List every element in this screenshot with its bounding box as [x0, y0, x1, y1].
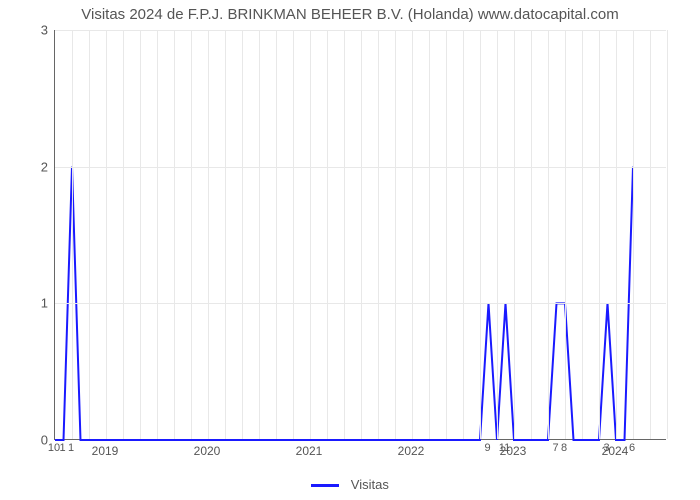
grid-vertical	[582, 30, 583, 439]
grid-vertical	[310, 30, 311, 439]
y-tick-label: 3	[14, 23, 48, 38]
grid-vertical	[191, 30, 192, 439]
y-tick-label: 2	[14, 159, 48, 174]
data-point-label: 11	[499, 442, 510, 454]
grid-vertical	[259, 30, 260, 439]
grid-vertical	[633, 30, 634, 439]
grid-vertical	[548, 30, 549, 439]
x-tick-label: 2019	[92, 444, 119, 458]
data-point-label: 7	[552, 442, 558, 454]
data-point-label: 1	[68, 442, 74, 454]
legend: Visitas	[0, 477, 700, 492]
x-tick-label: 2022	[398, 444, 425, 458]
grid-vertical	[174, 30, 175, 439]
grid-vertical	[276, 30, 277, 439]
data-point-label: 6	[629, 442, 635, 454]
grid-horizontal	[55, 167, 666, 168]
grid-vertical	[327, 30, 328, 439]
grid-vertical	[565, 30, 566, 439]
grid-vertical	[514, 30, 515, 439]
grid-vertical	[157, 30, 158, 439]
grid-vertical	[667, 30, 668, 439]
plot-area	[54, 30, 666, 440]
grid-vertical	[106, 30, 107, 439]
grid-vertical	[531, 30, 532, 439]
grid-vertical	[446, 30, 447, 439]
grid-vertical	[429, 30, 430, 439]
data-point-label: 1	[59, 442, 65, 454]
grid-vertical	[208, 30, 209, 439]
grid-vertical	[480, 30, 481, 439]
grid-vertical	[140, 30, 141, 439]
grid-vertical	[497, 30, 498, 439]
grid-vertical	[361, 30, 362, 439]
grid-vertical	[650, 30, 651, 439]
data-point-label: 10	[48, 442, 60, 454]
grid-vertical	[123, 30, 124, 439]
data-point-label: 3	[603, 442, 609, 454]
grid-vertical	[463, 30, 464, 439]
grid-vertical	[616, 30, 617, 439]
grid-vertical	[344, 30, 345, 439]
chart-title: Visitas 2024 de F.P.J. BRINKMAN BEHEER B…	[0, 6, 700, 23]
data-point-label: 9	[484, 442, 490, 454]
grid-vertical	[89, 30, 90, 439]
grid-vertical	[395, 30, 396, 439]
y-tick-label: 1	[14, 296, 48, 311]
grid-vertical	[412, 30, 413, 439]
grid-horizontal	[55, 30, 666, 31]
legend-swatch	[311, 484, 339, 487]
legend-label: Visitas	[351, 477, 389, 492]
grid-vertical	[293, 30, 294, 439]
grid-vertical	[599, 30, 600, 439]
x-tick-label: 2021	[296, 444, 323, 458]
grid-vertical	[378, 30, 379, 439]
grid-vertical	[225, 30, 226, 439]
grid-vertical	[242, 30, 243, 439]
y-tick-label: 0	[14, 433, 48, 448]
x-tick-label: 2020	[194, 444, 221, 458]
chart-container: Visitas 2024 de F.P.J. BRINKMAN BEHEER B…	[0, 0, 700, 500]
grid-horizontal	[55, 303, 666, 304]
grid-vertical	[72, 30, 73, 439]
data-point-label: 8	[561, 442, 567, 454]
